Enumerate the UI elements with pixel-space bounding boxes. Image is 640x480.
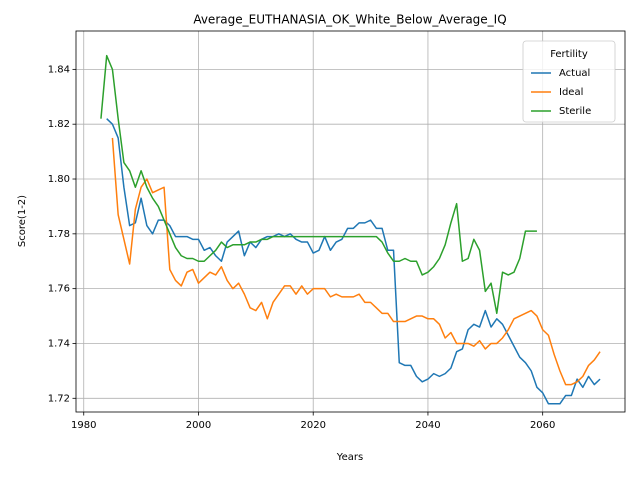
y-axis-label: Score(1-2) [17,195,28,247]
legend-label: Sterile [559,106,591,117]
y-tick-label: 1.78 [48,229,70,240]
line-series [106,118,601,405]
y-tick-label: 1.82 [48,119,70,130]
line-series [111,137,601,386]
plot-frame [75,30,626,413]
x-tick-label: 2040 [415,420,440,431]
y-tick-label: 1.76 [48,284,70,295]
legend-title: Fertility [550,49,588,60]
x-tick-label: 2060 [530,420,555,431]
legend-label: Ideal [559,87,583,98]
x-tick-label: 1980 [71,420,96,431]
line-series [100,54,537,315]
plot-lines [100,54,601,405]
axes: 1980 2000 2020 2040 2060 1.72 1.74 1.76 1.78 1.80… [48,64,556,431]
legend: Fertility Actual Ideal Sterile [522,40,616,123]
x-axis-label: Years [336,452,363,463]
x-tick-label: 2000 [186,420,211,431]
chart-title: Average_EUTHANASIA_OK_White_Below_Averag… [193,13,506,27]
legend-box [522,40,616,123]
y-tick-label: 1.80 [48,174,70,185]
legend-label: Actual [559,68,590,79]
y-tick-label: 1.72 [48,393,70,404]
x-tick-label: 2020 [300,420,325,431]
y-tick-label: 1.74 [48,338,70,349]
y-tick-label: 1.84 [48,64,70,75]
